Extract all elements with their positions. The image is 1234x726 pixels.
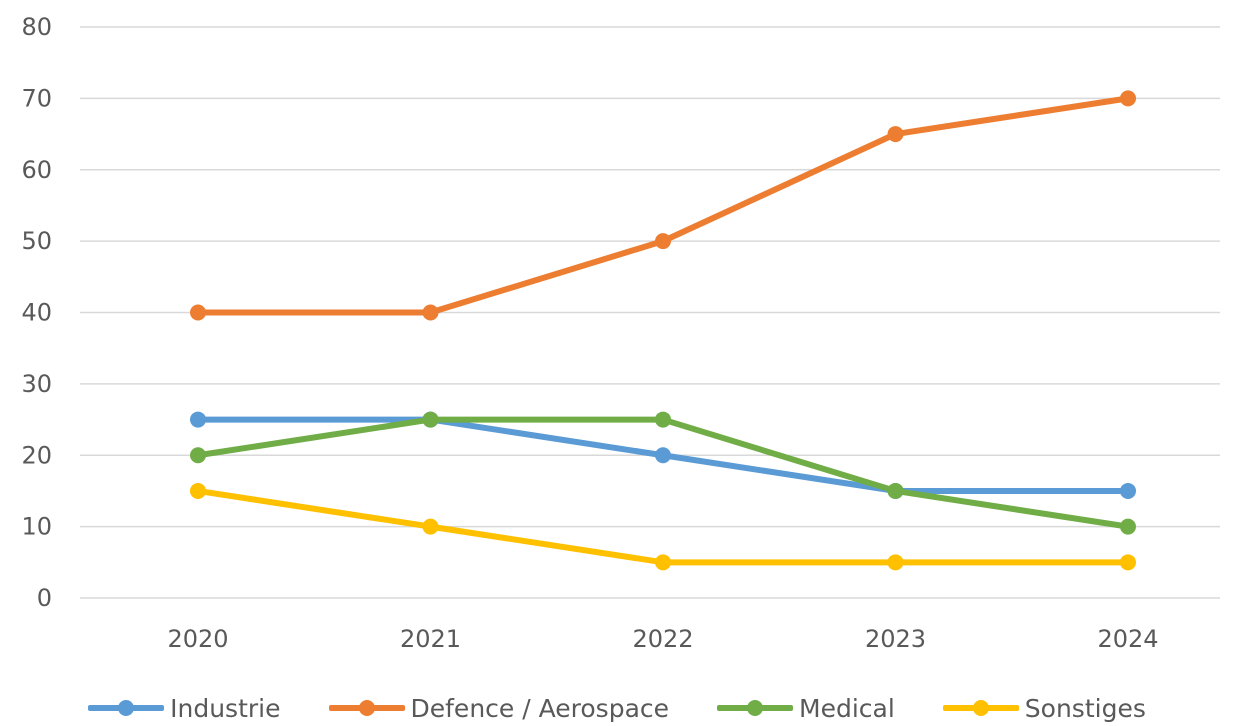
data-point-industrie-2024 bbox=[1120, 482, 1136, 499]
series-defence-aerospace bbox=[190, 90, 1136, 321]
data-point-sonstiges-2024 bbox=[1120, 554, 1136, 571]
legend-item-medical: Medical bbox=[717, 694, 895, 723]
data-point-medical-2023 bbox=[887, 482, 904, 499]
legend-marker-medical bbox=[747, 700, 764, 716]
legend-item-defence-aerospace: Defence / Aerospace bbox=[328, 693, 670, 723]
legend-marker-sonstiges bbox=[972, 700, 989, 716]
data-point-medical-2024 bbox=[1120, 518, 1136, 535]
data-point-defence-aerospace-2021 bbox=[422, 304, 439, 321]
data-point-medical-2021 bbox=[422, 411, 439, 428]
y-tick-label: 30 bbox=[21, 370, 52, 398]
series-lines bbox=[190, 90, 1136, 571]
legend-label-defence-aerospace: Defence / Aerospace bbox=[410, 693, 670, 723]
legend-label-sonstiges: Sonstiges bbox=[1024, 693, 1146, 723]
legend-label-medical: Medical bbox=[799, 693, 895, 723]
data-point-defence-aerospace-2023 bbox=[887, 126, 904, 143]
data-point-sonstiges-2021 bbox=[422, 518, 439, 535]
y-tick-label: 80 bbox=[21, 13, 52, 41]
x-tick-label: 2022 bbox=[632, 625, 693, 653]
legend-label-industrie: Industrie bbox=[170, 693, 281, 723]
x-tick-label: 2020 bbox=[167, 625, 228, 653]
x-tick-label: 2024 bbox=[1097, 625, 1158, 653]
y-tick-label: 10 bbox=[21, 513, 52, 541]
data-point-medical-2020 bbox=[190, 447, 206, 464]
data-point-defence-aerospace-2024 bbox=[1120, 90, 1136, 107]
legend-swatch-industrie bbox=[88, 700, 165, 716]
data-point-defence-aerospace-2022 bbox=[655, 233, 671, 250]
y-tick-label: 20 bbox=[21, 441, 52, 469]
x-axis-ticks: 2020 2021 2022 2023 2024 bbox=[167, 625, 1158, 653]
legend-swatch-sonstiges bbox=[942, 700, 1019, 716]
legend-swatch-defence-aerospace bbox=[328, 700, 405, 716]
y-tick-label: 40 bbox=[21, 299, 52, 327]
data-point-sonstiges-2022 bbox=[655, 554, 671, 571]
series-sonstiges bbox=[190, 482, 1136, 571]
y-tick-label: 0 bbox=[37, 584, 52, 612]
data-point-sonstiges-2020 bbox=[190, 482, 206, 499]
data-point-defence-aerospace-2020 bbox=[190, 304, 206, 321]
data-point-industrie-2020 bbox=[190, 411, 206, 428]
y-tick-label: 50 bbox=[21, 227, 52, 255]
legend-item-industrie: Industrie bbox=[88, 693, 281, 723]
legend-item-sonstiges: Sonstiges bbox=[942, 693, 1146, 723]
x-tick-label: 2023 bbox=[865, 625, 926, 653]
y-tick-label: 70 bbox=[21, 84, 52, 112]
x-tick-label: 2021 bbox=[400, 625, 461, 653]
data-point-sonstiges-2023 bbox=[887, 554, 904, 571]
data-point-medical-2022 bbox=[655, 411, 671, 428]
legend: Industrie Defence / Aerospace Medical So… bbox=[0, 690, 1234, 726]
series-line-defence-aerospace bbox=[195, 95, 1131, 316]
y-tick-label: 60 bbox=[21, 156, 52, 184]
legend-marker-industrie bbox=[118, 700, 135, 716]
data-point-industrie-2022 bbox=[655, 447, 671, 464]
legend-swatch-medical bbox=[717, 700, 794, 716]
y-axis-ticks: 0 10 20 30 40 50 60 70 80 bbox=[21, 13, 52, 612]
legend-marker-defence-aerospace bbox=[358, 700, 375, 716]
series-medical bbox=[190, 411, 1136, 535]
